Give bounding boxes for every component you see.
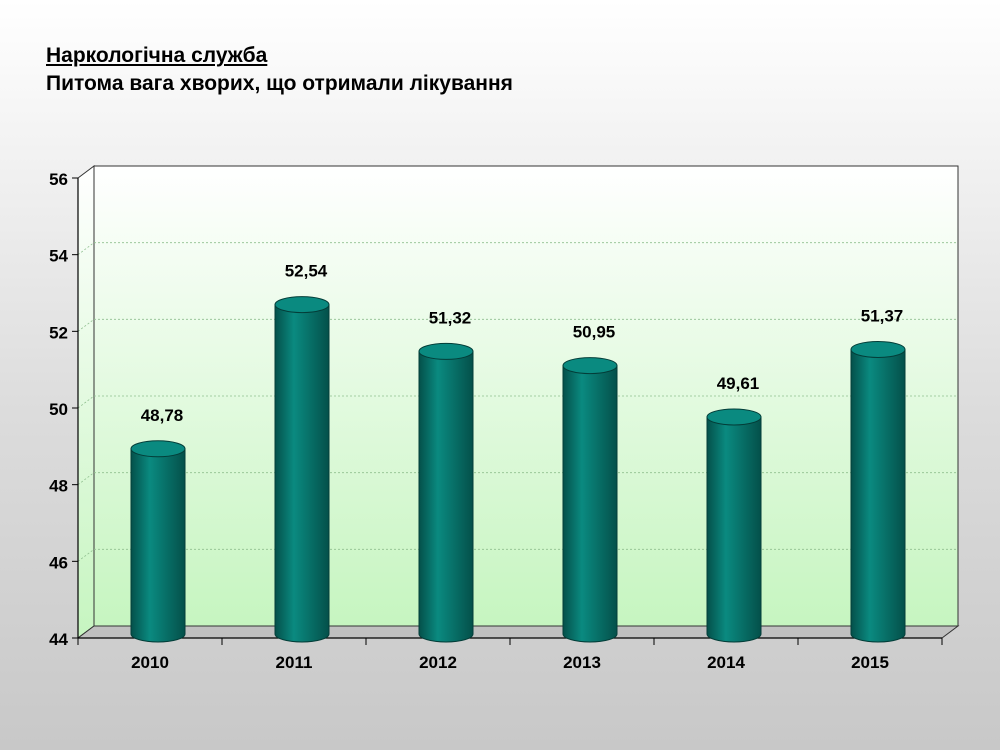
y-tick-label: 50 [49,400,68,419]
chart-subtitle: Питома вага хворих, що отримали лікуванн… [46,72,513,95]
bar-top [418,342,474,360]
bar-top [274,296,330,314]
bar-body [850,348,906,643]
y-tick-label: 52 [49,323,68,342]
y-tick-label: 46 [49,553,68,572]
bar-2010 [130,440,186,643]
data-label: 48,78 [141,406,184,425]
bar-body [130,448,186,643]
data-label: 51,37 [861,306,904,325]
gridline-side [77,242,95,255]
data-label: 49,61 [717,374,760,393]
y-tick-label: 56 [49,170,68,189]
gridline-side [77,319,95,332]
chart-floor [76,625,960,639]
title-block: Наркологічна служба Питома вага хворих, … [46,42,513,98]
gridline-side [77,472,95,485]
bar-top [562,357,618,375]
x-tick-label: 2010 [131,653,169,672]
data-label: 50,95 [573,323,616,342]
gridline-side [77,549,95,562]
y-tick-label: 48 [49,477,68,496]
bar-2013 [562,357,618,643]
bar-top [706,408,762,426]
bar-top [130,440,186,458]
y-tick-label: 44 [49,630,68,649]
bar-body [706,416,762,643]
bar-2011 [274,296,330,643]
bar-body [418,350,474,643]
bar-2014 [706,408,762,643]
data-label: 52,54 [285,262,328,281]
bar-top [850,340,906,358]
bar-2015 [850,340,906,643]
bar-body [562,365,618,643]
bar-body [274,304,330,643]
data-label: 51,32 [429,308,472,327]
x-tick-label: 2014 [707,653,745,672]
x-tick-label: 2012 [419,653,457,672]
y-tick-label: 54 [49,247,68,266]
x-tick-label: 2011 [276,653,313,672]
x-tick-label: 2015 [851,653,889,672]
x-tick-label: 2013 [563,653,601,672]
bar-2012 [418,342,474,643]
gridline-side [77,395,95,409]
chart-title: Наркологічна служба [46,44,268,67]
